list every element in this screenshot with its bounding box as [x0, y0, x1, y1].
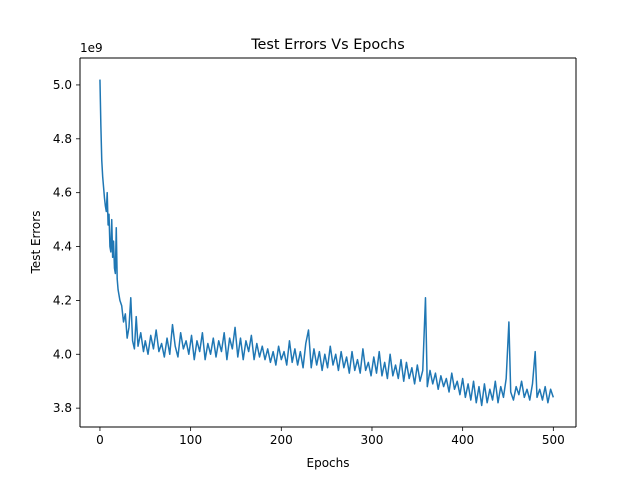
x-tick-label: 100 — [179, 433, 202, 447]
axes-frame — [79, 57, 577, 428]
series-line-0 — [99, 79, 555, 407]
x-tick-label: 300 — [361, 433, 384, 447]
y-tick-label: 4.8 — [53, 132, 72, 146]
x-axis-label: Epochs — [307, 456, 350, 470]
x-tick-label: 400 — [451, 433, 474, 447]
y-axis-ticks: 3.8 4.0 4.2 4.4 4.6 4.8 5.0 — [53, 78, 80, 415]
chart-title: Test Errors Vs Epochs — [250, 37, 405, 53]
y-tick-label: 4.2 — [53, 293, 72, 307]
y-tick-label: 4.6 — [53, 186, 72, 200]
x-tick-label: 200 — [270, 433, 293, 447]
y-tick-label: 4.4 — [53, 240, 72, 254]
y-tick-label: 3.8 — [53, 401, 72, 415]
y-tick-label: 5.0 — [53, 78, 72, 92]
y-axis-label: Test Errors — [29, 211, 43, 275]
y-axis-offset-label: 1e9 — [80, 41, 103, 55]
plot-area — [80, 58, 576, 427]
x-tick-label: 0 — [96, 433, 104, 447]
x-tick-label: 500 — [542, 433, 565, 447]
series-layer — [99, 79, 555, 407]
x-axis-ticks: 0 100 200 300 400 500 — [96, 427, 565, 447]
y-tick-label: 4.0 — [53, 347, 72, 361]
